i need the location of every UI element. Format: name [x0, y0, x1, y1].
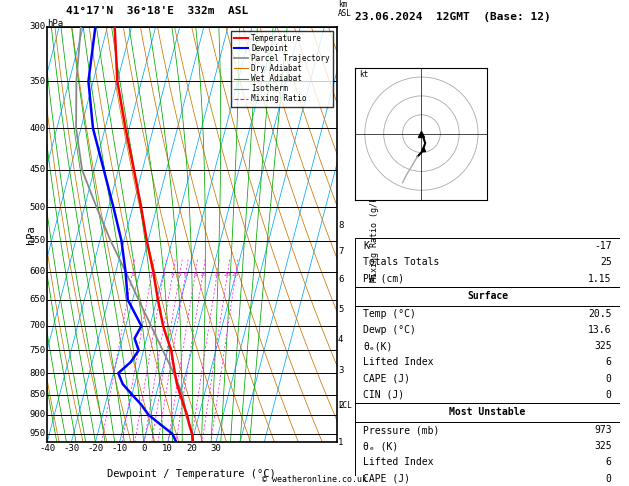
Text: 400: 400 [30, 124, 46, 133]
Text: Mixing Ratio (g/kg): Mixing Ratio (g/kg) [370, 187, 379, 282]
Text: 10: 10 [199, 272, 206, 277]
Text: km
ASL: km ASL [338, 0, 352, 18]
Text: 15: 15 [213, 272, 221, 277]
Text: 23.06.2024  12GMT  (Base: 12): 23.06.2024 12GMT (Base: 12) [355, 12, 551, 22]
Text: 300: 300 [30, 22, 46, 31]
Text: 1: 1 [338, 438, 343, 447]
Text: Pressure (mb): Pressure (mb) [364, 425, 440, 435]
Text: θₑ (K): θₑ (K) [364, 441, 399, 451]
Text: 6: 6 [338, 275, 343, 284]
Text: 800: 800 [30, 368, 46, 378]
Bar [355, 238, 620, 287]
Text: hPa: hPa [26, 225, 36, 244]
Text: 20: 20 [224, 272, 231, 277]
Text: -17: -17 [594, 241, 611, 251]
Text: 550: 550 [30, 236, 46, 245]
Text: Lifted Index: Lifted Index [364, 357, 434, 367]
Text: 325: 325 [594, 341, 611, 351]
Text: 3: 3 [338, 366, 343, 375]
Text: 8: 8 [193, 272, 197, 277]
Text: Surface: Surface [467, 291, 508, 301]
Text: 750: 750 [30, 346, 46, 355]
Text: 650: 650 [30, 295, 46, 304]
Text: -40: -40 [39, 444, 55, 453]
Text: 7: 7 [338, 247, 343, 256]
Bar [355, 287, 620, 403]
Text: -10: -10 [111, 444, 128, 453]
Bar [355, 403, 620, 486]
Text: 950: 950 [30, 429, 46, 438]
Text: 6: 6 [184, 272, 187, 277]
Text: 10: 10 [162, 444, 173, 453]
Text: 20.5: 20.5 [588, 309, 611, 319]
Text: 600: 600 [30, 267, 46, 276]
Text: 500: 500 [30, 203, 46, 211]
Text: 5: 5 [178, 272, 182, 277]
Text: 700: 700 [30, 321, 46, 330]
Text: 25: 25 [232, 272, 240, 277]
Text: Totals Totals: Totals Totals [364, 258, 440, 267]
Text: -30: -30 [64, 444, 79, 453]
Text: CIN (J): CIN (J) [364, 390, 404, 400]
Text: 2: 2 [150, 272, 153, 277]
Text: 6: 6 [606, 457, 611, 468]
Text: 2: 2 [338, 401, 343, 410]
Bar [355, 476, 620, 486]
Text: 25: 25 [600, 258, 611, 267]
Text: 973: 973 [594, 425, 611, 435]
Text: Dewpoint / Temperature (°C): Dewpoint / Temperature (°C) [108, 469, 276, 479]
Text: LCL: LCL [338, 401, 352, 410]
Text: 4: 4 [170, 272, 174, 277]
Text: CAPE (J): CAPE (J) [364, 374, 410, 383]
Text: 6: 6 [606, 357, 611, 367]
Text: K: K [364, 241, 369, 251]
Text: 41°17'N  36°18'E  332m  ASL: 41°17'N 36°18'E 332m ASL [66, 6, 248, 17]
Text: Lifted Index: Lifted Index [364, 457, 434, 468]
Text: Most Unstable: Most Unstable [449, 407, 526, 417]
Text: © weatheronline.co.uk: © weatheronline.co.uk [262, 474, 367, 484]
Text: 0: 0 [141, 444, 147, 453]
Text: hPa: hPa [47, 19, 64, 29]
Text: Dewp (°C): Dewp (°C) [364, 325, 416, 335]
Text: 0: 0 [606, 390, 611, 400]
Text: 5: 5 [338, 306, 343, 314]
Text: 4: 4 [338, 335, 343, 344]
Text: 1.15: 1.15 [588, 274, 611, 284]
Text: PW (cm): PW (cm) [364, 274, 404, 284]
Text: Temp (°C): Temp (°C) [364, 309, 416, 319]
Text: 850: 850 [30, 390, 46, 399]
Text: -20: -20 [87, 444, 103, 453]
Text: 900: 900 [30, 410, 46, 419]
Text: CAPE (J): CAPE (J) [364, 474, 410, 484]
Text: kt: kt [359, 70, 369, 79]
Text: 1: 1 [130, 272, 134, 277]
Text: 350: 350 [30, 77, 46, 86]
Text: 450: 450 [30, 165, 46, 174]
Text: 8: 8 [338, 221, 343, 230]
Text: 13.6: 13.6 [588, 325, 611, 335]
Text: 325: 325 [594, 441, 611, 451]
Text: 30: 30 [211, 444, 221, 453]
Text: θₑ(K): θₑ(K) [364, 341, 392, 351]
Text: 3: 3 [162, 272, 165, 277]
Text: 20: 20 [186, 444, 198, 453]
Legend: Temperature, Dewpoint, Parcel Trajectory, Dry Adiabat, Wet Adiabat, Isotherm, Mi: Temperature, Dewpoint, Parcel Trajectory… [231, 31, 333, 106]
Text: 0: 0 [606, 374, 611, 383]
Text: 0: 0 [606, 474, 611, 484]
